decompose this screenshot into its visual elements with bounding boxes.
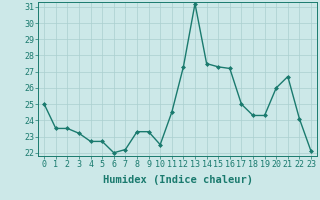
X-axis label: Humidex (Indice chaleur): Humidex (Indice chaleur) bbox=[103, 175, 252, 185]
